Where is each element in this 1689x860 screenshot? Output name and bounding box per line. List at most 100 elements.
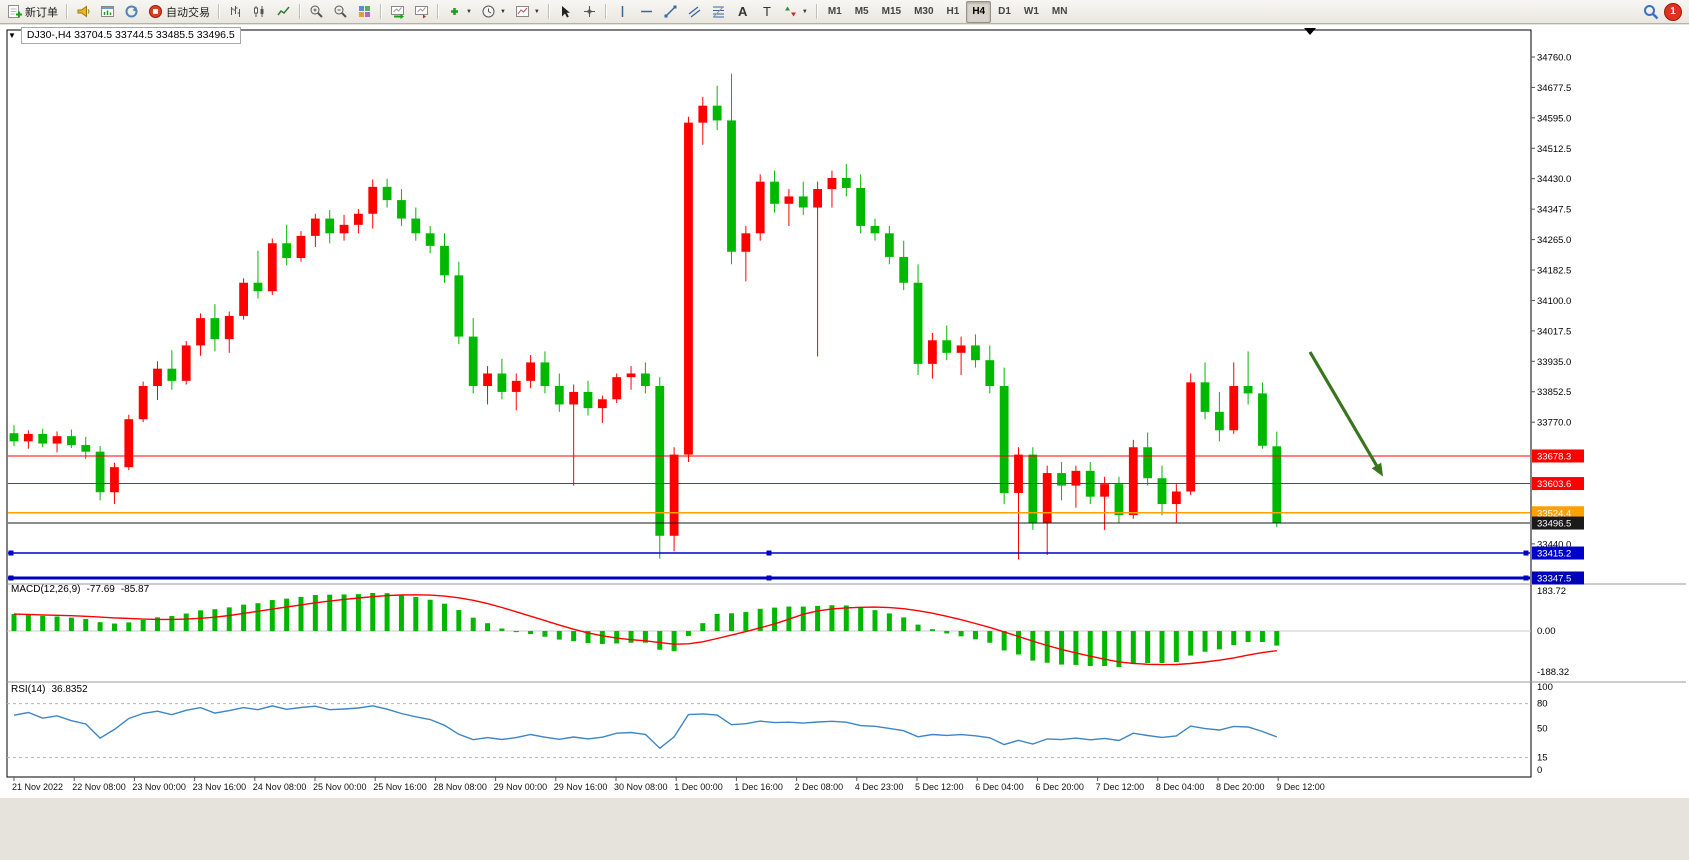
price-badge-33603.6 bbox=[1532, 477, 1584, 491]
candle-body bbox=[942, 340, 952, 353]
candle-body bbox=[554, 386, 564, 405]
line-chart-button[interactable] bbox=[272, 1, 295, 23]
time-axis-label: 8 Dec 20:00 bbox=[1216, 782, 1265, 792]
periods-dropdown[interactable]: ▼ bbox=[477, 1, 510, 23]
zoom-out-button[interactable] bbox=[329, 1, 352, 23]
candle-body bbox=[1258, 393, 1267, 446]
candlestick-chart-button[interactable] bbox=[248, 1, 271, 23]
cursor-icon bbox=[561, 6, 570, 18]
candle-body bbox=[1114, 484, 1124, 516]
search-icon bbox=[1644, 4, 1659, 19]
time-axis-label: 23 Nov 16:00 bbox=[193, 782, 247, 792]
cursor-button[interactable] bbox=[554, 1, 577, 23]
price-badge-label: 33347.5 bbox=[1537, 574, 1571, 585]
chart-dropdown-icon[interactable]: ▼ bbox=[8, 31, 16, 40]
horizontal-line-tool[interactable] bbox=[635, 1, 658, 23]
arrow-annotation[interactable] bbox=[1308, 351, 1380, 469]
line-handle[interactable] bbox=[8, 575, 14, 581]
candle-body bbox=[999, 386, 1009, 493]
timeframe-button-m1[interactable]: M1 bbox=[827, 6, 842, 17]
price-tick-label: 34347.5 bbox=[1537, 205, 1571, 216]
autotrading-icon bbox=[149, 5, 162, 18]
candle-body bbox=[1071, 470, 1081, 486]
tile-windows-icon bbox=[359, 6, 370, 17]
bar-chart-button[interactable] bbox=[224, 1, 247, 23]
price-tick-label: 34265.0 bbox=[1537, 235, 1571, 246]
time-axis-label: 5 Dec 12:00 bbox=[915, 782, 964, 792]
chart-shift-button[interactable] bbox=[410, 1, 433, 23]
refresh-button[interactable] bbox=[120, 1, 143, 23]
candle-body bbox=[1057, 473, 1066, 486]
price-tick-label: 34760.0 bbox=[1537, 53, 1571, 64]
macd-indicator-label: MACD(12,26,9) -77.69 -85.87 bbox=[11, 584, 149, 595]
arrows-dropdown[interactable]: ▼ bbox=[779, 1, 812, 23]
line-handle[interactable] bbox=[766, 575, 772, 581]
candle-body bbox=[153, 368, 162, 387]
chart-shift-marker[interactable] bbox=[1304, 28, 1316, 35]
chart-window-button[interactable] bbox=[96, 1, 119, 23]
zoom-in-button[interactable] bbox=[305, 1, 328, 23]
timeframe-button-h1[interactable]: H1 bbox=[946, 6, 960, 17]
chart-window-icon bbox=[101, 6, 114, 17]
templates-dropdown[interactable]: ▼ bbox=[511, 1, 544, 23]
price-tick-label: 34677.5 bbox=[1537, 83, 1571, 94]
timeframe-button-m5[interactable]: M5 bbox=[854, 6, 869, 17]
candle-body bbox=[282, 243, 292, 259]
candle-body bbox=[23, 433, 33, 442]
time-axis-label: 24 Nov 08:00 bbox=[253, 782, 307, 792]
candle-body bbox=[712, 105, 722, 121]
macd-axis-label: -188.32 bbox=[1537, 667, 1569, 678]
toolbar-separator bbox=[437, 4, 439, 19]
timeframe-button-h4[interactable]: H4 bbox=[966, 0, 992, 23]
arrow-annotation-head[interactable] bbox=[1371, 462, 1384, 477]
auto-scroll-button[interactable] bbox=[386, 1, 409, 23]
line-handle[interactable] bbox=[1523, 550, 1529, 556]
price-tick-label: 34100.0 bbox=[1537, 296, 1571, 307]
candle-body bbox=[440, 245, 449, 276]
time-axis-label: 6 Dec 20:00 bbox=[1035, 782, 1084, 792]
timeframe-button-mn[interactable]: MN bbox=[1051, 6, 1068, 17]
tile-windows-button[interactable] bbox=[353, 1, 376, 23]
time-axis-label: 22 Nov 08:00 bbox=[72, 782, 126, 792]
price-tick-label: 34512.5 bbox=[1537, 144, 1571, 155]
new-order-button[interactable]: 新订单 bbox=[3, 1, 62, 23]
text-tool[interactable]: A bbox=[731, 1, 754, 23]
time-axis-label: 2 Dec 08:00 bbox=[795, 782, 844, 792]
line-handle[interactable] bbox=[8, 550, 14, 556]
channel-icon bbox=[688, 6, 701, 18]
candle-body bbox=[454, 275, 464, 337]
candle-body bbox=[110, 467, 119, 493]
toolbar-separator bbox=[66, 4, 68, 19]
search-button[interactable] bbox=[1639, 1, 1663, 23]
line-handle[interactable] bbox=[766, 550, 772, 556]
trendline-tool[interactable] bbox=[659, 1, 682, 23]
channel-tool[interactable] bbox=[683, 1, 706, 23]
indicators-dropdown[interactable]: ▼ bbox=[443, 1, 476, 23]
chart-canvas[interactable]: 34760.0 34677.5 34595.0 34512.5 34430.0 34347… bbox=[0, 25, 1689, 798]
timeframe-button-w1[interactable]: W1 bbox=[1023, 6, 1039, 17]
line-handle[interactable] bbox=[1523, 575, 1529, 581]
timeframe-button-m15[interactable]: M15 bbox=[881, 6, 902, 17]
timeframe-button-d1[interactable]: D1 bbox=[998, 6, 1011, 17]
candle-body bbox=[612, 377, 622, 400]
vertical-line-tool[interactable] bbox=[611, 1, 634, 23]
timeframe-button-m30[interactable]: M30 bbox=[914, 6, 934, 17]
candle-body bbox=[368, 186, 378, 214]
notification-badge[interactable]: 1 bbox=[1664, 2, 1682, 21]
time-axis-label: 1 Dec 00:00 bbox=[674, 782, 723, 792]
candle-body bbox=[755, 181, 765, 234]
crosshair-button[interactable] bbox=[578, 1, 601, 23]
horn-icon bbox=[77, 5, 90, 18]
trendline-icon bbox=[664, 5, 677, 18]
text-label-tool[interactable]: T bbox=[755, 1, 778, 23]
time-axis-label: 29 Nov 00:00 bbox=[494, 782, 548, 792]
auto-scroll-icon bbox=[391, 6, 404, 19]
autotrading-button[interactable]: 自动交易 bbox=[144, 1, 214, 23]
candle-body bbox=[784, 196, 794, 204]
timeframe-group: M1 M5 M15 M30 H1 H4 D1 W1 MN bbox=[822, 0, 1074, 23]
bar-chart-icon bbox=[231, 6, 240, 17]
alerts-button[interactable] bbox=[72, 1, 95, 23]
price-badge-label: 33603.6 bbox=[1537, 479, 1571, 490]
candle-body bbox=[813, 189, 822, 208]
fibonacci-tool[interactable] bbox=[707, 1, 730, 23]
